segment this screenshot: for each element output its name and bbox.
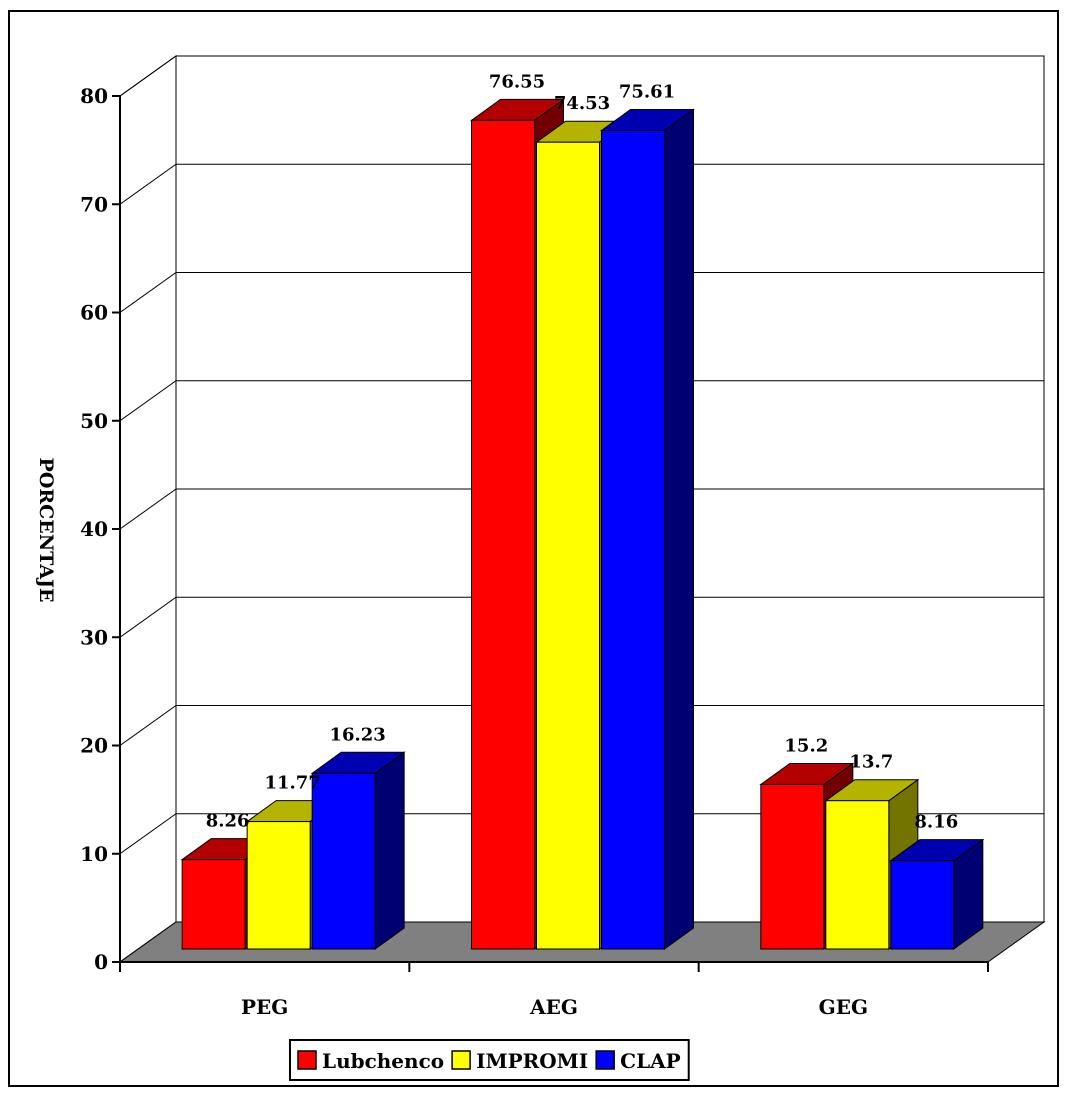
- data-label: 8.26: [206, 811, 250, 832]
- data-label: 75.61: [619, 82, 675, 103]
- data-labels: 8.26 11.77 16.23 76.55 74.53 75.61 15.2 13.7 8.1…: [206, 71, 959, 832]
- y-tick-label: 30: [80, 625, 108, 649]
- gridline: [119, 488, 1044, 530]
- data-label: 15.2: [784, 735, 828, 756]
- legend-label: Lubchenco: [322, 1049, 444, 1073]
- bar-side: [374, 751, 405, 950]
- gridline: [119, 55, 1044, 97]
- data-label: 76.55: [489, 71, 545, 92]
- legend: Lubchenco IMPROMI CLAP: [289, 1039, 690, 1081]
- y-axis: 0 10 20 30 40 50 60 70 80: [80, 84, 121, 974]
- bar: [310, 751, 406, 950]
- y-tick-label: 60: [80, 301, 108, 325]
- x-tick-label: GEG: [819, 995, 868, 1019]
- y-tick-label: 20: [80, 734, 108, 758]
- y-tick-label: 50: [80, 409, 108, 433]
- y-tick-label: 0: [94, 950, 108, 974]
- legend-swatch: [595, 1050, 615, 1070]
- gridline: [119, 163, 1044, 205]
- legend-swatch: [451, 1050, 471, 1070]
- x-tick-label: AEG: [529, 995, 578, 1019]
- bar-side: [664, 108, 694, 950]
- x-axis: PEG AEG GEG: [119, 961, 989, 1019]
- legend-label: CLAP: [620, 1049, 681, 1073]
- gridline: [119, 705, 1044, 746]
- legend-label: IMPROMI: [476, 1049, 588, 1073]
- bar: [599, 108, 696, 950]
- gridline: [119, 380, 1044, 422]
- data-label: 8.16: [914, 812, 958, 833]
- y-tick-label: 40: [80, 517, 108, 541]
- bar-front: [601, 130, 665, 950]
- y-tick-label: 70: [80, 192, 108, 216]
- bar-front: [181, 859, 246, 950]
- gridline: [119, 813, 1044, 855]
- bar-front: [311, 772, 376, 950]
- bars: [180, 98, 985, 950]
- gridline: [119, 272, 1044, 313]
- gridline: [119, 596, 1044, 638]
- y-tick-label: 80: [80, 84, 108, 108]
- y-axis-label: PORCENTAJE: [35, 458, 57, 603]
- legend-swatch: [297, 1050, 317, 1070]
- bar-front: [760, 783, 825, 950]
- bar-front: [246, 821, 311, 950]
- bar-front: [825, 800, 890, 950]
- data-label: 16.23: [329, 724, 385, 745]
- legend-box: [289, 1039, 690, 1081]
- bar: [889, 838, 985, 950]
- data-label: 74.53: [554, 93, 610, 114]
- bar-front: [890, 860, 955, 950]
- data-label: 13.7: [849, 752, 893, 773]
- data-label: 11.77: [264, 773, 320, 794]
- bar-front: [536, 141, 600, 950]
- y-tick-label: 10: [80, 842, 108, 866]
- x-tick-label: PEG: [241, 995, 288, 1019]
- bar-front: [471, 119, 535, 950]
